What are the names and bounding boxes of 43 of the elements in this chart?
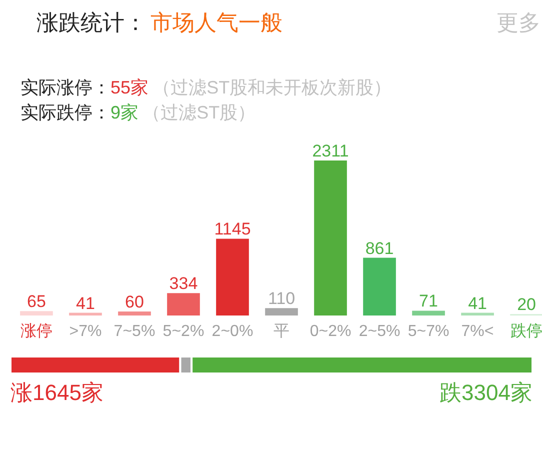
text: 9家: [110, 102, 139, 122]
bar: [412, 310, 445, 316]
data-label: 2311: [312, 142, 349, 160]
text: 实际涨停：: [20, 78, 110, 98]
data-label: 41: [76, 294, 95, 313]
text: 更多: [496, 10, 540, 35]
bar: [265, 308, 298, 316]
data-label: 110: [268, 289, 296, 308]
bar: [314, 160, 347, 316]
data-label: 71: [419, 292, 438, 311]
x-tick-label: >7%: [69, 323, 102, 340]
text: 55家: [110, 78, 149, 98]
data-label: 65: [27, 292, 46, 312]
text: 实际跌停：: [20, 102, 110, 122]
bar: [216, 238, 249, 316]
data-label: 41: [468, 294, 487, 313]
x-tick-label: 7%<: [461, 323, 494, 340]
x-tick-label: 5~7%: [408, 323, 450, 340]
bar: [20, 311, 53, 316]
bar: [461, 312, 494, 316]
data-label: 334: [169, 274, 198, 294]
data-label: 1145: [214, 220, 251, 239]
data-label: 涨1645家: [10, 380, 104, 405]
data-label: 跌3304家: [440, 380, 533, 405]
x-tick-label: 7~5%: [114, 323, 156, 340]
x-tick-label: 涨停: [20, 322, 52, 340]
x-tick-label: 平: [274, 323, 290, 340]
x-tick-label: 0~2%: [310, 323, 352, 340]
x-tick-label: 2~0%: [212, 323, 254, 340]
chart-title: 涨跌统计：: [36, 10, 146, 35]
bar: [363, 258, 396, 316]
bar: [118, 311, 151, 316]
x-tick-label: 5~2%: [162, 323, 204, 340]
bar: [167, 293, 200, 316]
x-tick-label: 2~5%: [358, 323, 400, 340]
data-label: 861: [365, 238, 394, 258]
x-tick-label: 跌停: [510, 323, 542, 340]
data-label: 20: [517, 295, 536, 314]
bar: [69, 312, 102, 316]
text: （过滤ST股）: [142, 102, 256, 122]
data-label: 60: [125, 292, 144, 312]
text: （过滤ST股和未开板次新股）: [152, 78, 392, 98]
chart-subtitle: 市场人气一般: [150, 10, 282, 35]
